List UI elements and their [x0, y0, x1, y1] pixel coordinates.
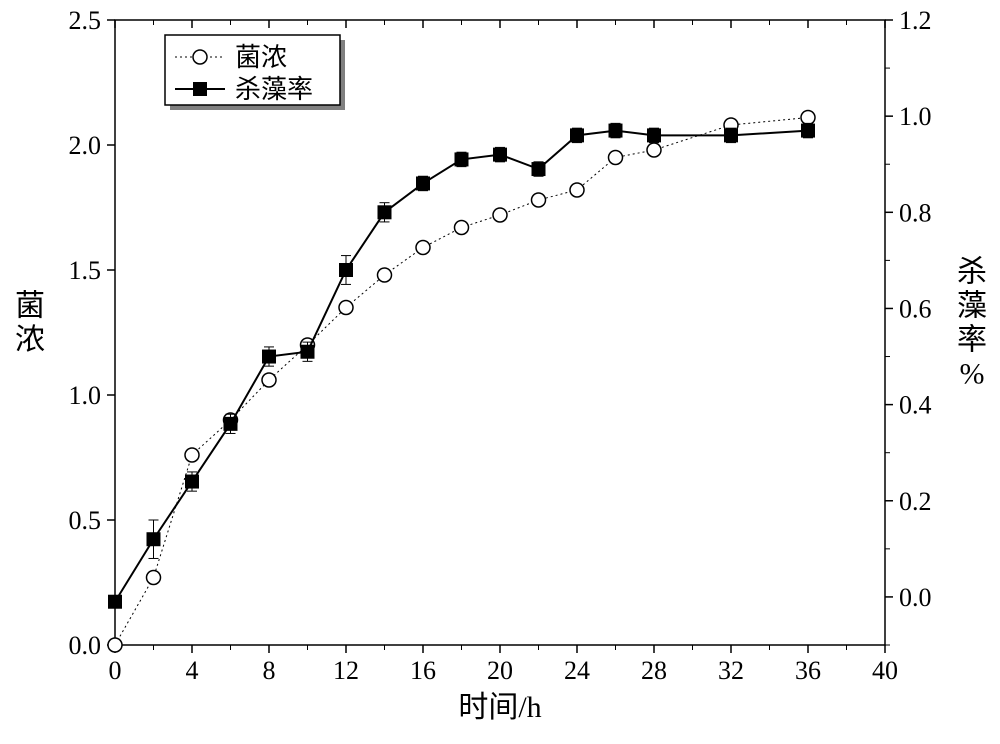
yr-tick-label: 0.4 [899, 391, 932, 420]
yl-tick-label: 1.5 [69, 256, 102, 285]
yr-tick-label: 0.0 [899, 583, 932, 612]
x-tick-label: 28 [641, 656, 667, 685]
yl-tick-label: 0.5 [69, 506, 102, 535]
yr-axis-label-char: 藻 [957, 290, 987, 323]
yr-axis-label-char: % [960, 358, 985, 391]
yr-axis-label-char: 杀 [957, 256, 987, 289]
dual-axis-chart: 0 4 8 12 16 20 24 28 32 36 40 0.0 0.5 1.0 1.5 2.0 2.5 0.0… [0, 0, 1000, 744]
marker-square [570, 128, 584, 142]
x-tick-label: 40 [872, 656, 898, 685]
marker-square [339, 263, 353, 277]
marker-circle [378, 268, 392, 282]
marker-circle [455, 221, 469, 235]
legend-label: 菌浓 [235, 43, 287, 72]
marker-circle [185, 448, 199, 462]
marker-square [378, 205, 392, 219]
marker-circle [147, 571, 161, 585]
marker-square [647, 128, 661, 142]
x-tick-label: 20 [487, 656, 513, 685]
marker-square [609, 124, 623, 138]
marker-square [724, 128, 738, 142]
marker-square [185, 475, 199, 489]
yl-tick-label: 0.0 [69, 631, 102, 660]
marker-square [301, 345, 315, 359]
x-tick-label: 16 [410, 656, 436, 685]
marker-square [416, 176, 430, 190]
marker-circle [193, 50, 207, 64]
series-杀藻率 [108, 123, 815, 608]
legend-label: 杀藻率 [235, 75, 313, 104]
marker-circle [262, 373, 276, 387]
yl-tick-label: 2.0 [69, 131, 102, 160]
x-tick-label: 8 [263, 656, 276, 685]
marker-circle [532, 193, 546, 207]
yl-tick-label: 1.0 [69, 381, 102, 410]
yr-tick-label: 0.2 [899, 487, 932, 516]
yl-tick-label: 2.5 [69, 6, 102, 35]
marker-circle [108, 638, 122, 652]
marker-square [147, 532, 161, 546]
yr-axis-label-char: 率 [957, 324, 987, 357]
plot-frame [115, 20, 885, 645]
marker-circle [609, 151, 623, 165]
yr-tick-label: 0.8 [899, 198, 932, 227]
series-line [115, 118, 808, 646]
marker-square [262, 350, 276, 364]
chart-svg: 0 4 8 12 16 20 24 28 32 36 40 0.0 0.5 1.0 1.5 2.0 2.5 0.0… [0, 0, 1000, 744]
marker-square [193, 82, 207, 96]
marker-square [493, 148, 507, 162]
marker-circle [493, 208, 507, 222]
x-tick-label: 0 [109, 656, 122, 685]
marker-circle [339, 301, 353, 315]
x-tick-label: 4 [186, 656, 199, 685]
series-line [115, 131, 808, 602]
marker-circle [801, 111, 815, 125]
yr-tick-label: 0.6 [899, 294, 932, 323]
marker-square [224, 417, 238, 431]
marker-square [108, 595, 122, 609]
marker-square [801, 124, 815, 138]
series-菌浓 [108, 111, 815, 653]
yr-tick-label: 1.0 [899, 102, 932, 131]
x-tick-label: 36 [795, 656, 821, 685]
yl-axis-label-char: 浓 [15, 324, 45, 357]
marker-circle [570, 183, 584, 197]
yr-tick-label: 1.2 [899, 6, 932, 35]
marker-circle [647, 143, 661, 157]
marker-square [532, 162, 546, 176]
x-tick-label: 24 [564, 656, 590, 685]
x-tick-label: 32 [718, 656, 744, 685]
marker-square [455, 152, 469, 166]
x-tick-label: 12 [333, 656, 359, 685]
marker-circle [416, 241, 430, 255]
yl-axis-label-char: 菌 [15, 290, 45, 323]
x-axis-label: 时间/h [458, 691, 541, 724]
